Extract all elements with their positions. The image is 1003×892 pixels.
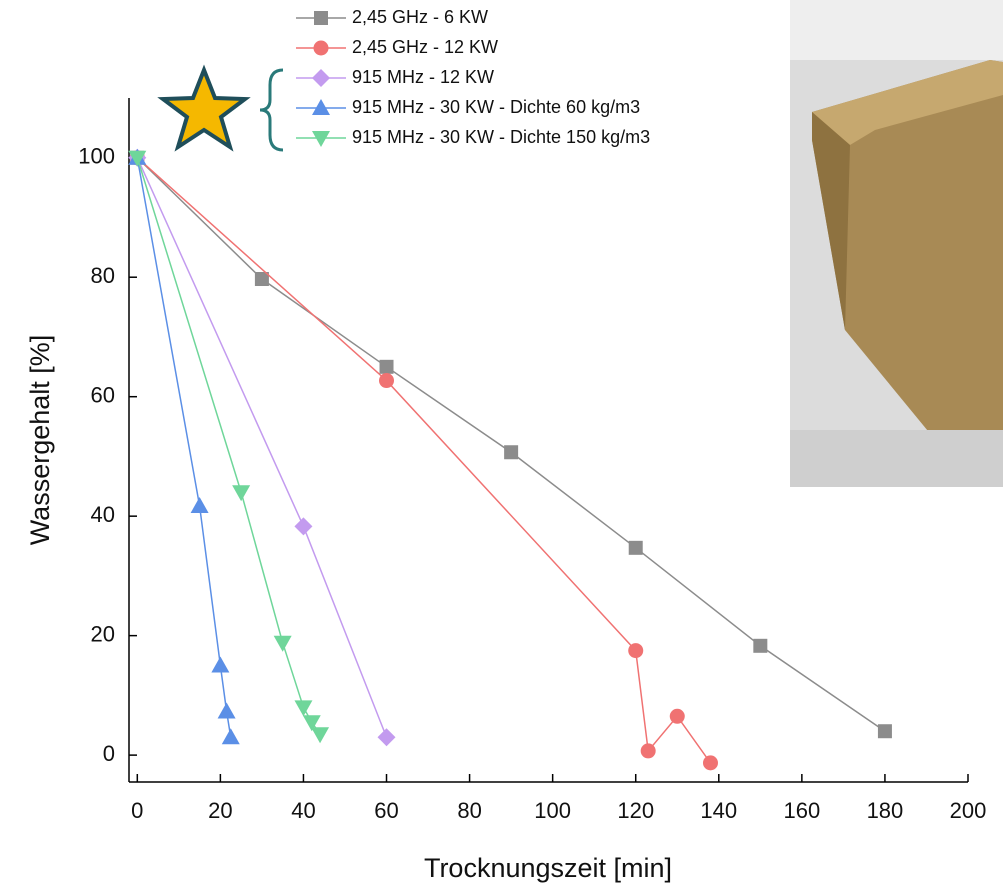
legend-label: 915 MHz - 12 KW — [352, 67, 494, 87]
x-tick-label: 160 — [784, 798, 821, 823]
data-point — [629, 541, 643, 555]
legend-label: 915 MHz - 30 KW - Dichte 60 kg/m3 — [352, 97, 640, 117]
data-point — [628, 643, 643, 658]
photo — [790, 0, 1003, 487]
x-tick-label: 100 — [534, 798, 571, 823]
x-axis-title: Trocknungszeit [min] — [424, 853, 672, 883]
legend-label: 2,45 GHz - 6 KW — [352, 7, 488, 27]
data-point — [232, 485, 250, 501]
data-point — [191, 497, 209, 513]
y-axis-title: Wassergehalt [%] — [25, 335, 55, 546]
data-point — [222, 728, 240, 744]
y-tick-label: 0 — [103, 741, 115, 766]
y-tick-label: 100 — [78, 144, 115, 169]
data-point — [218, 703, 236, 719]
x-tick-label: 20 — [208, 798, 232, 823]
legend-marker — [314, 41, 329, 56]
series-line — [137, 158, 885, 731]
data-point — [878, 724, 892, 738]
data-point — [504, 445, 518, 459]
data-point — [378, 728, 396, 746]
data-point — [753, 639, 767, 653]
data-point — [670, 709, 685, 724]
legend-label: 2,45 GHz - 12 KW — [352, 37, 498, 57]
legend-marker — [314, 11, 328, 25]
series-line — [137, 158, 320, 734]
legend-label: 915 MHz - 30 KW - Dichte 150 kg/m3 — [352, 127, 650, 147]
star-icon — [163, 70, 245, 147]
x-tick-label: 180 — [867, 798, 904, 823]
data-point — [211, 657, 229, 673]
x-tick-label: 200 — [950, 798, 987, 823]
data-point — [641, 743, 656, 758]
x-tick-label: 60 — [374, 798, 398, 823]
series-line — [137, 158, 386, 737]
legend-marker — [312, 99, 330, 115]
data-point — [294, 517, 312, 535]
x-tick-label: 0 — [131, 798, 143, 823]
brace — [260, 70, 283, 150]
data-point — [274, 636, 292, 652]
data-point — [380, 360, 394, 374]
chart: Trocknungszeit [min] Wassergehalt [%] 0 2… — [0, 0, 1003, 892]
data-point — [379, 373, 394, 388]
x-tick-label: 120 — [617, 798, 654, 823]
y-tick-label: 60 — [91, 383, 115, 408]
data-point — [294, 700, 312, 716]
legend-marker — [312, 69, 330, 87]
x-tick-label: 40 — [291, 798, 315, 823]
data-point — [703, 755, 718, 770]
y-tick-label: 40 — [91, 502, 115, 527]
data-point — [311, 727, 329, 743]
y-tick-label: 20 — [91, 621, 115, 646]
y-tick-label: 80 — [91, 263, 115, 288]
series-line — [137, 158, 230, 737]
x-tick-label: 140 — [700, 798, 737, 823]
x-tick-label: 80 — [457, 798, 481, 823]
legend-marker — [312, 131, 330, 147]
